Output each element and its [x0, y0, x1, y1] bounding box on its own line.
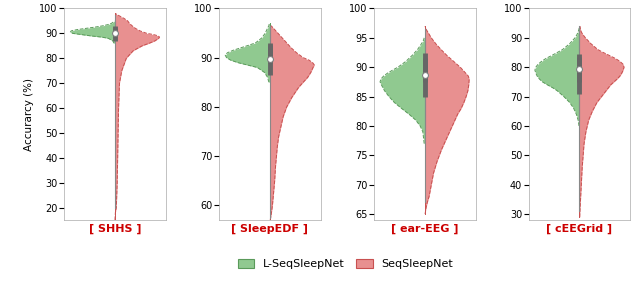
Legend: L-SeqSleepNet, SeqSleepNet: L-SeqSleepNet, SeqSleepNet [234, 255, 458, 274]
Y-axis label: Accurarcy (%): Accurarcy (%) [24, 78, 34, 151]
Point [265, 57, 275, 61]
X-axis label: [ SHHS ]: [ SHHS ] [89, 224, 141, 234]
Point [419, 72, 429, 77]
Point [110, 31, 120, 36]
X-axis label: [ cEEGrid ]: [ cEEGrid ] [547, 224, 612, 234]
Point [574, 67, 584, 72]
X-axis label: [ SleepEDF ]: [ SleepEDF ] [231, 224, 308, 234]
X-axis label: [ ear-EEG ]: [ ear-EEG ] [391, 224, 458, 234]
